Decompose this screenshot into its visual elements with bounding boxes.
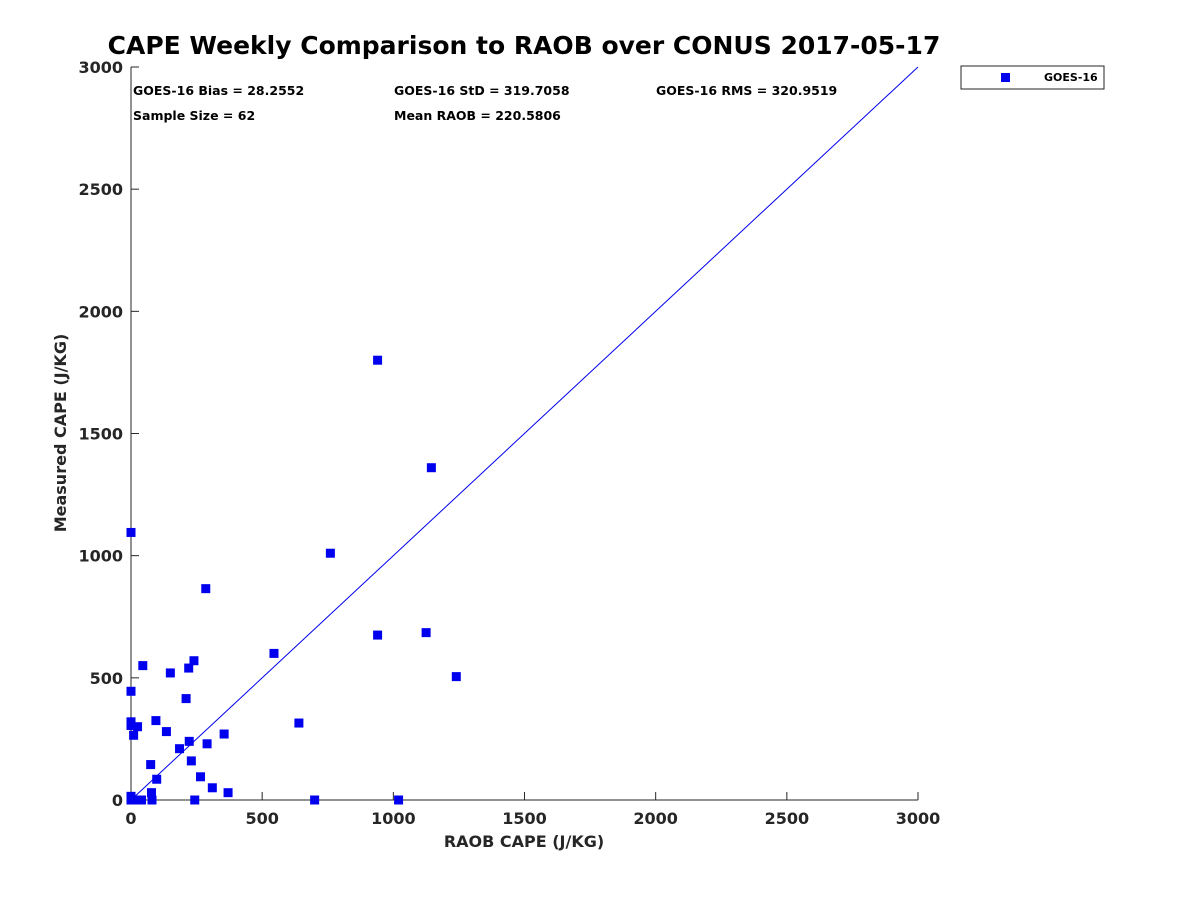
data-point	[373, 630, 383, 640]
legend: GOES-16	[960, 65, 1105, 90]
x-tick-label: 2500	[765, 809, 810, 828]
data-point	[201, 584, 211, 594]
data-point	[426, 463, 436, 473]
x-tick-label: 0	[125, 809, 136, 828]
data-point	[126, 720, 136, 730]
data-point	[373, 355, 383, 365]
stat-std: GOES-16 StD = 319.7058	[394, 83, 570, 98]
y-tick-label: 1500	[78, 425, 123, 444]
data-point	[129, 730, 139, 740]
x-tick-label: 3000	[896, 809, 941, 828]
legend-box	[960, 65, 1105, 90]
y-tick-label: 1000	[78, 547, 123, 566]
y-axis-label: Measured CAPE (J/KG)	[51, 334, 70, 533]
axes: 0 500 1000 1500 2000 2500 3000 0 500 1000 1500 2000…	[78, 58, 940, 828]
x-tick-label: 1500	[502, 809, 547, 828]
data-point	[196, 772, 206, 782]
data-point	[190, 795, 200, 805]
data-point	[310, 795, 320, 805]
stat-rms: GOES-16 RMS = 320.9519	[656, 83, 837, 98]
y-tick-label: 500	[90, 669, 123, 688]
one-to-one-reference-line	[130, 66, 919, 801]
data-point	[126, 686, 136, 696]
data-point	[161, 727, 171, 737]
data-point	[184, 736, 194, 746]
data-point	[451, 672, 461, 682]
data-point	[165, 668, 175, 678]
data-point	[133, 722, 143, 732]
data-point	[126, 527, 136, 537]
x-tick-label: 1000	[371, 809, 416, 828]
y-tick-label: 0	[112, 791, 123, 810]
data-point	[269, 648, 279, 658]
data-point	[131, 795, 141, 805]
data-point	[223, 788, 233, 798]
one-to-one-line	[130, 66, 919, 801]
legend-label-goes-16: GOES-16	[1044, 71, 1098, 84]
data-point	[207, 783, 217, 793]
data-point	[181, 694, 191, 704]
data-point	[202, 739, 212, 749]
data-point	[146, 760, 156, 770]
data-point	[394, 795, 404, 805]
data-point	[152, 774, 162, 784]
data-point	[136, 795, 146, 805]
data-point	[186, 756, 196, 766]
data-point	[219, 729, 229, 739]
data-points	[126, 355, 461, 805]
data-point	[189, 656, 199, 666]
x-axis-label: RAOB CAPE (J/KG)	[444, 832, 604, 851]
data-point	[147, 795, 157, 805]
y-tick-label: 2000	[78, 302, 123, 321]
x-tick-label: 2000	[633, 809, 678, 828]
stats-annotations: GOES-16 Bias = 28.2552 GOES-16 StD = 319…	[133, 83, 837, 123]
data-point	[175, 744, 185, 754]
chart-title: CAPE Weekly Comparison to RAOB over CONU…	[108, 31, 941, 60]
data-point	[421, 628, 431, 638]
stat-mean-raob: Mean RAOB = 220.5806	[394, 108, 561, 123]
data-point	[294, 718, 304, 728]
legend-marker-goes-16	[1001, 73, 1010, 82]
data-point	[325, 548, 335, 558]
stat-bias: GOES-16 Bias = 28.2552	[133, 83, 304, 98]
stat-sample-size: Sample Size = 62	[133, 108, 255, 123]
y-tick-label: 2500	[78, 180, 123, 199]
data-point	[138, 661, 148, 671]
data-point	[126, 795, 136, 805]
data-point	[151, 716, 161, 726]
data-point	[184, 663, 194, 673]
y-tick-label: 3000	[78, 58, 123, 77]
x-tick-label: 500	[245, 809, 278, 828]
data-point	[146, 788, 156, 798]
